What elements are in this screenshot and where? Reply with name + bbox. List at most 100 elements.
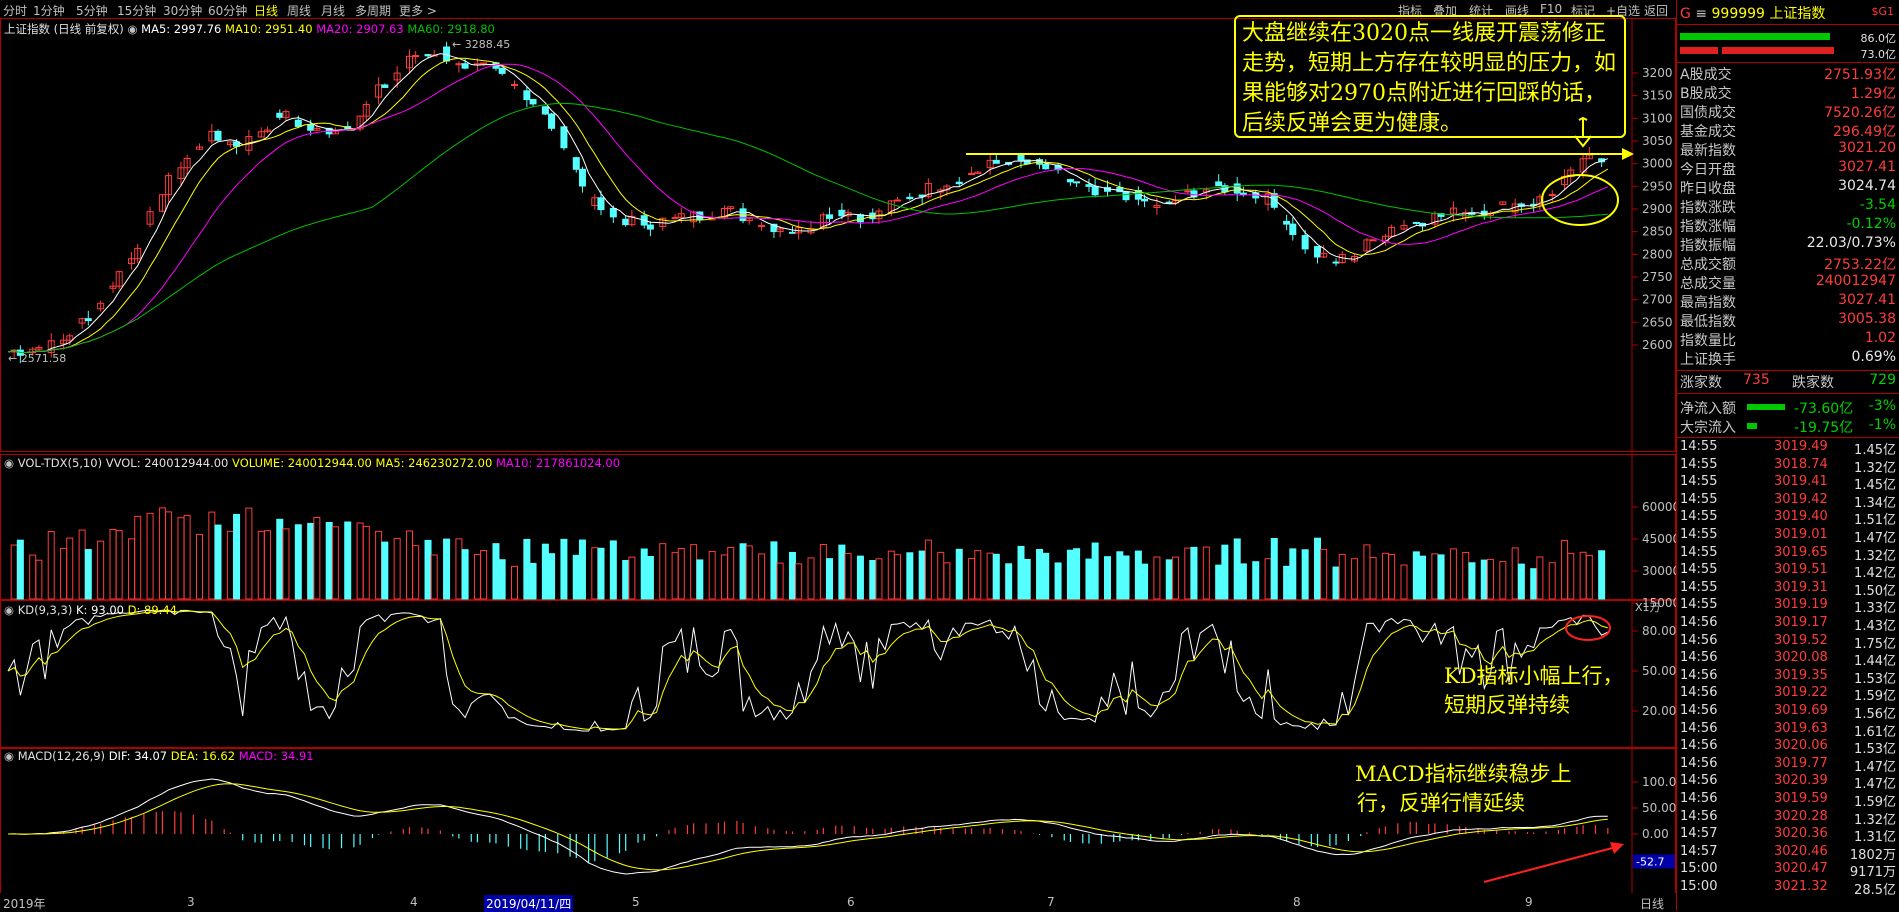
tab-weekly[interactable]: 周线 [287, 4, 312, 18]
ma-menu-icon[interactable]: ◉ [127, 22, 138, 36]
tick-price: 3019.01 [1774, 527, 1828, 542]
tab-5min[interactable]: 5分钟 [76, 4, 108, 18]
volume-bar [844, 553, 852, 600]
crosshair-date-label: 2019/04/11/四 [484, 895, 574, 912]
highlight-ellipse [1541, 174, 1619, 226]
candle-body [671, 216, 679, 219]
volume-bar [924, 539, 932, 600]
stats-button[interactable]: 统计 [1469, 4, 1494, 18]
tab-30min[interactable]: 30分钟 [163, 4, 203, 18]
volume-bar [1066, 549, 1074, 600]
volume-bar [208, 511, 216, 600]
candle-body [856, 214, 864, 223]
tick-row: 14:55 3019.49 1.45亿 [1677, 439, 1899, 458]
candle-body [29, 348, 37, 354]
volume-bar [35, 559, 43, 600]
volume-bar [473, 553, 481, 600]
quote-row: 指数量比 1.02 [1677, 330, 1899, 349]
candle-body [1369, 239, 1377, 242]
volume-bar [721, 554, 729, 600]
volume-bar [609, 540, 617, 600]
add-favorite-button[interactable]: +自选 [1606, 4, 1641, 18]
tick-price: 3020.28 [1774, 808, 1828, 824]
tick-amount: 1.44亿 [1854, 654, 1896, 670]
panel-frame [0, 600, 1676, 748]
volume-bar [869, 560, 877, 600]
volume-bar [591, 547, 599, 600]
mark-button[interactable]: 标记 [1571, 4, 1596, 18]
volume-bar [1369, 557, 1377, 600]
tick-row: 14:56 3020.39 1.47亿 [1677, 773, 1899, 793]
candle-body [146, 211, 154, 225]
draw-line-button[interactable]: 画线 [1505, 4, 1530, 18]
candle-body [1153, 205, 1161, 208]
volume-bar [1221, 544, 1229, 600]
volume-bar [257, 530, 265, 600]
volume-bar [480, 550, 488, 600]
macd-menu-icon[interactable]: ◉ [4, 749, 15, 763]
net-inflow-label: 净流入额 [1680, 401, 1736, 417]
tab-daily[interactable]: 日线 [254, 4, 279, 18]
candle-body [1085, 184, 1093, 187]
block-inflow-pct: -1% [1868, 417, 1896, 433]
volume-bar [16, 539, 24, 600]
low-price-label: ← 2571.58 [8, 352, 66, 365]
tick-amount: 1.75亿 [1854, 636, 1896, 652]
candle-body [1400, 224, 1408, 230]
macd-annotation-line: 行，反弹行情延续 [1357, 791, 1525, 815]
tab-fenshi[interactable]: 分时 [3, 4, 28, 18]
tab-1min[interactable]: 1分钟 [33, 4, 65, 18]
f10-button[interactable]: F10 [1540, 2, 1563, 16]
volume-bar [819, 544, 827, 600]
back-button[interactable]: 返回 [1644, 4, 1669, 18]
vol-ma10-readout: MA10: 217861024.00 [495, 456, 621, 470]
tick-amount: 1.47亿 [1854, 777, 1896, 793]
tick-price: 3019.69 [1774, 703, 1828, 718]
volume-bar [455, 538, 463, 600]
volume-bar [1548, 562, 1556, 600]
tick-price: 3019.40 [1774, 509, 1828, 525]
indicator-button[interactable]: 指标 [1398, 4, 1423, 18]
price-tick-label: 2750 [1642, 270, 1673, 284]
tick-amount: 1.34亿 [1854, 495, 1896, 511]
volume-bar [597, 547, 605, 600]
tab-60min[interactable]: 60分钟 [208, 4, 248, 18]
volume-bar [115, 530, 123, 600]
volume-bar [622, 559, 630, 600]
quote-row: 最低指数 3005.38 [1677, 311, 1899, 330]
menu-icon[interactable]: ≡ [1695, 6, 1708, 22]
d-readout: D: 89.44 [127, 603, 177, 617]
candle-body [134, 247, 142, 260]
kline-chart-area[interactable]: 3200 3150 3100 3050 3000 2950 2900 2850 2800 2750… [0, 18, 1676, 893]
volume-bar [1332, 566, 1340, 600]
volume-bar [1289, 548, 1297, 600]
price-tick-label: 2900 [1642, 202, 1673, 216]
volume-menu-icon[interactable]: ◉ [4, 456, 15, 470]
candle-body [826, 214, 834, 219]
macd-tick-label: 50.00 [1642, 801, 1676, 815]
volume-bar [183, 514, 191, 600]
volume-bar [1431, 553, 1439, 600]
volume-chart-info: ◉ VOL-TDX(5,10) VVOL: 240012944.00 VOLUM… [4, 456, 620, 470]
period-mode-label[interactable]: 日线 [1640, 897, 1665, 911]
tab-more[interactable]: 更多 > [399, 4, 437, 18]
candle-body [560, 126, 568, 149]
tab-15min[interactable]: 15分钟 [117, 4, 157, 18]
quote-row-label: B股成交 [1680, 86, 1732, 102]
candle-body [523, 90, 531, 101]
overlay-button[interactable]: 叠加 [1433, 4, 1458, 18]
volume-bar [177, 517, 185, 600]
volume-bar [1301, 549, 1309, 600]
quote-row: A股成交 2751.93亿 [1677, 64, 1899, 83]
tick-time: 14:55 [1680, 491, 1718, 507]
buy-volume-value: 86.0亿 [1860, 32, 1897, 45]
price-tick-label: 2950 [1642, 179, 1673, 193]
tab-monthly[interactable]: 月线 [321, 4, 346, 18]
volume-bar [47, 531, 55, 600]
candle-body [1320, 252, 1328, 258]
kd-menu-icon[interactable]: ◉ [4, 603, 15, 617]
tick-time: 14:56 [1680, 791, 1718, 806]
volume-bar [671, 552, 679, 600]
volume-bar [1134, 550, 1142, 600]
tab-multi-period[interactable]: 多周期 [355, 4, 392, 18]
